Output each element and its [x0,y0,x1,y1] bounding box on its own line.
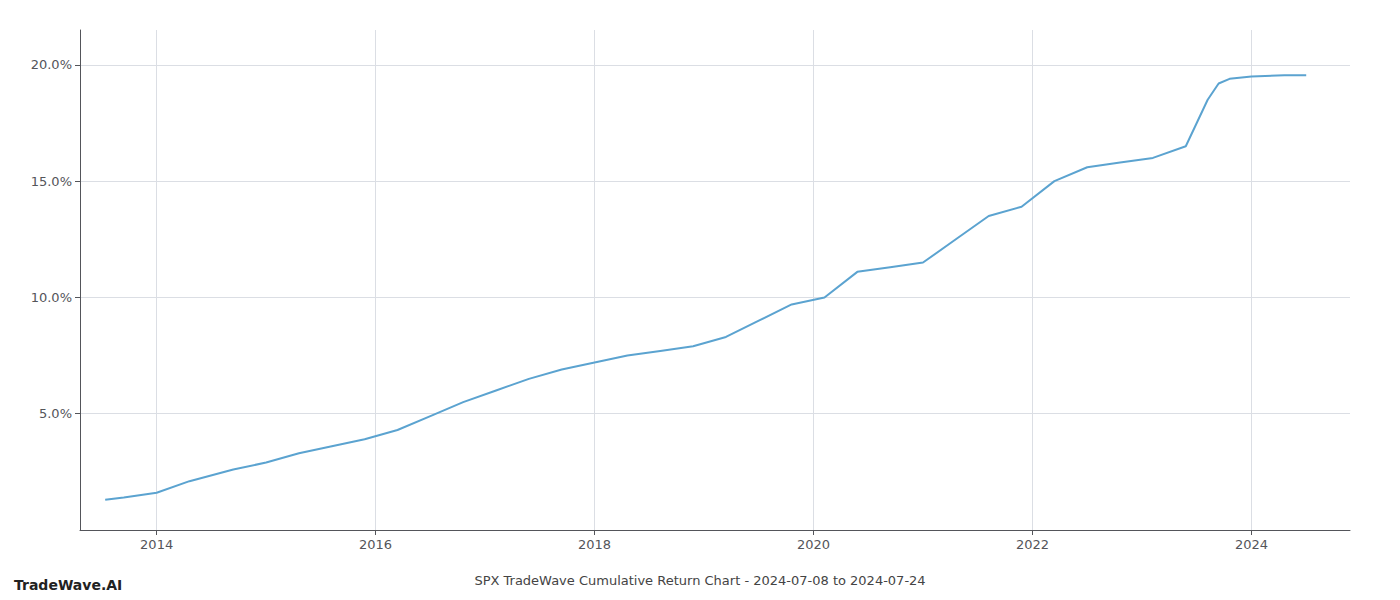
svg-text:TradeWave.AI: TradeWave.AI [14,577,122,593]
svg-text:2018: 2018 [578,537,611,552]
svg-text:2014: 2014 [140,537,173,552]
svg-text:2022: 2022 [1016,537,1049,552]
svg-text:2016: 2016 [359,537,392,552]
svg-text:20.0%: 20.0% [31,57,72,72]
svg-text:2020: 2020 [797,537,830,552]
svg-text:15.0%: 15.0% [31,174,72,189]
svg-text:SPX TradeWave Cumulative Retur: SPX TradeWave Cumulative Return Chart - … [474,573,925,588]
svg-text:5.0%: 5.0% [39,406,72,421]
svg-text:10.0%: 10.0% [31,290,72,305]
svg-text:2024: 2024 [1235,537,1268,552]
